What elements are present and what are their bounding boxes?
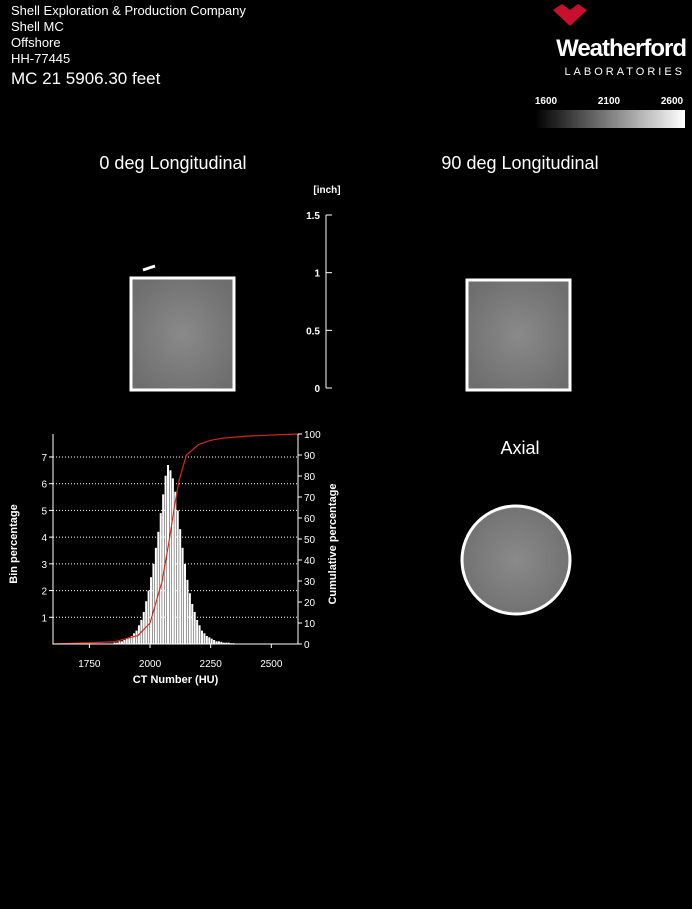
header-line: Shell MC [11, 19, 64, 34]
bar [125, 638, 128, 644]
bar [220, 641, 223, 644]
y2-tick-label: 90 [304, 451, 316, 462]
y-tick-label: 6 [41, 480, 47, 491]
y2-tick-label: 70 [304, 493, 316, 504]
bar [186, 579, 189, 644]
y2-tick-label: 50 [304, 535, 316, 546]
bar [159, 513, 162, 644]
cumulative-line [52, 433, 299, 645]
view-title: 0 deg Longitudinal [99, 153, 246, 173]
bar [217, 641, 220, 644]
bar [135, 630, 138, 644]
bar [205, 635, 208, 644]
bar [222, 642, 225, 644]
scan-artifact [142, 264, 156, 272]
x-axis-title: CT Number (HU) [133, 674, 219, 686]
y2-tick-label: 30 [304, 577, 316, 588]
bar [179, 529, 182, 644]
bar [118, 641, 121, 644]
bar [210, 638, 213, 644]
bar [167, 464, 170, 644]
bar [176, 510, 179, 644]
scale-label: [inch] [313, 185, 340, 196]
bar [133, 633, 136, 644]
colorbar-tick-label: 2100 [598, 96, 621, 107]
x-tick-label: 1750 [78, 659, 101, 670]
scale-tick-label: 1.5 [306, 211, 320, 222]
y2-tick-label: 80 [304, 472, 316, 483]
bar [169, 470, 172, 644]
bar [183, 563, 187, 644]
scale-tick-label: 0 [314, 384, 320, 395]
bar [188, 593, 191, 644]
axes [52, 434, 299, 645]
bar [227, 642, 230, 644]
scan-image [465, 278, 572, 392]
bar [128, 637, 131, 644]
bar [225, 642, 228, 644]
bar [215, 641, 218, 644]
scan-image [460, 504, 572, 616]
bar [213, 639, 216, 644]
bar [200, 630, 203, 644]
bar [116, 642, 119, 644]
y-tick-label: 4 [41, 533, 47, 544]
bar [162, 494, 165, 644]
bar [203, 633, 206, 644]
logo-name: Weatherford [556, 35, 686, 62]
bar [147, 590, 150, 644]
bar [130, 635, 133, 644]
bar [120, 641, 123, 644]
bar [145, 601, 148, 644]
header-line: HH-77445 [11, 51, 70, 66]
y-tick-label: 5 [41, 506, 47, 517]
colorbar-tick-label: 1600 [535, 96, 558, 107]
y2-tick-label: 40 [304, 556, 316, 567]
bar [208, 637, 211, 644]
x-tick-label: 2500 [260, 659, 283, 670]
bar [152, 563, 155, 644]
y-tick-label: 3 [41, 560, 47, 571]
bar [174, 491, 177, 644]
y2-tick-label: 10 [304, 619, 316, 630]
colorbar-tick-label: 2600 [661, 96, 684, 107]
colorbar [535, 110, 685, 128]
bar [123, 639, 126, 644]
header-line: Shell Exploration & Production Company [11, 3, 246, 18]
y-axis-title: Bin percentage [8, 504, 20, 583]
bar [191, 603, 194, 644]
bar [142, 611, 145, 644]
logo-sub: LABORATORIES [564, 66, 685, 78]
x-tick-label: 2250 [200, 659, 223, 670]
y2-tick-label: 0 [304, 640, 310, 651]
depth: MC 21 5906.30 feet [11, 69, 161, 88]
y2-tick-label: 20 [304, 598, 316, 609]
scale-tick-label: 1 [314, 269, 320, 280]
y-tick-label: 2 [41, 587, 47, 598]
y2-axis-title: Cumulative percentage [327, 483, 339, 604]
y2-tick-label: 100 [304, 430, 321, 441]
scan-image [129, 276, 236, 392]
header-line: Offshore [11, 35, 61, 50]
bar [196, 619, 199, 644]
bar [113, 642, 116, 644]
x-tick-label: 2000 [139, 659, 162, 670]
bar [181, 547, 184, 644]
bar [154, 547, 157, 644]
scale-tick-label: 0.5 [306, 326, 320, 337]
y-tick-label: 1 [41, 613, 47, 624]
bar [193, 611, 196, 644]
y2-tick-label: 60 [304, 514, 316, 525]
bar [157, 531, 160, 644]
bar [198, 625, 201, 644]
bar [150, 577, 153, 644]
view-title: Axial [500, 438, 539, 458]
bar [171, 478, 174, 644]
logo-mark [553, 4, 587, 26]
y-tick-label: 7 [41, 453, 47, 464]
view-title: 90 deg Longitudinal [441, 153, 598, 173]
